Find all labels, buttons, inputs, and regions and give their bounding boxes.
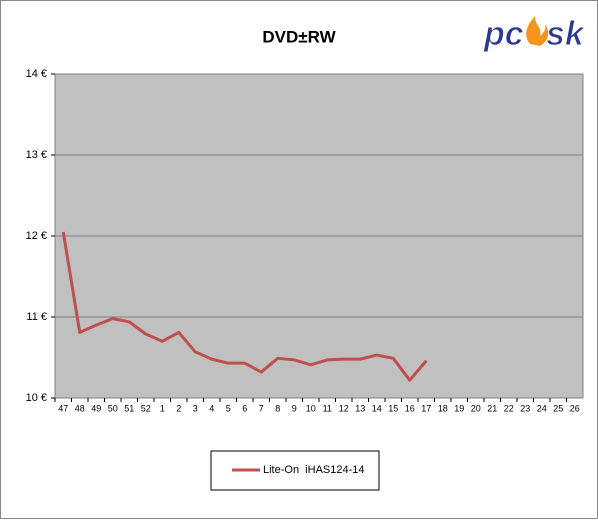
x-tick-label: 3 — [193, 403, 198, 413]
x-tick-label: 14 — [372, 403, 382, 413]
x-tick-label: 25 — [553, 403, 563, 413]
logo: pc sk — [483, 14, 587, 53]
x-tick-label: 11 — [323, 403, 332, 413]
logo-flame — [526, 16, 549, 46]
x-tick-label: 23 — [520, 403, 530, 413]
x-tick-label: 47 — [58, 403, 68, 413]
x-tick-label: 19 — [454, 403, 464, 413]
y-tick-label: 14 € — [26, 68, 47, 80]
y-tick-label: 11 € — [26, 311, 47, 323]
x-tick-label: 16 — [405, 403, 415, 413]
y-tick-label: 13 € — [26, 149, 47, 161]
x-tick-label: 18 — [438, 403, 448, 413]
series-line — [61, 231, 428, 382]
x-tick-label: 49 — [91, 403, 101, 413]
legend-label: Lite-On iHAS124-14 — [263, 464, 365, 476]
x-tick-label: 12 — [339, 403, 349, 413]
chart-title: DVD±RW — [262, 27, 336, 46]
x-tick-label: 51 — [124, 403, 134, 413]
x-tick-label: 17 — [421, 403, 431, 413]
x-tick-label: 8 — [275, 403, 280, 413]
x-tick-label: 15 — [388, 403, 398, 413]
y-tick-label: 10 € — [26, 392, 47, 404]
logo-text: sk — [546, 15, 586, 53]
x-tick-label: 13 — [355, 403, 365, 413]
x-tick-label: 50 — [108, 403, 118, 413]
x-tick-label: 24 — [537, 403, 547, 413]
x-tick-label: 22 — [504, 403, 514, 413]
x-tick-label: 9 — [292, 403, 297, 413]
y-tick-label: 12 € — [26, 230, 47, 242]
logo-text: pc — [483, 15, 524, 53]
x-tick-label: 1 — [160, 403, 165, 413]
x-tick-label: 48 — [75, 403, 85, 413]
x-tick-label: 10 — [306, 403, 316, 413]
x-tick-label: 26 — [570, 403, 580, 413]
x-tick-label: 6 — [242, 403, 247, 413]
x-tick-label: 20 — [471, 403, 481, 413]
x-tick-label: 21 — [487, 403, 497, 413]
x-tick-label: 2 — [176, 403, 181, 413]
x-tick-label: 4 — [209, 403, 214, 413]
x-tick-label: 5 — [226, 403, 231, 413]
x-tick-label: 7 — [259, 403, 264, 413]
x-tick-label: 52 — [141, 403, 151, 413]
